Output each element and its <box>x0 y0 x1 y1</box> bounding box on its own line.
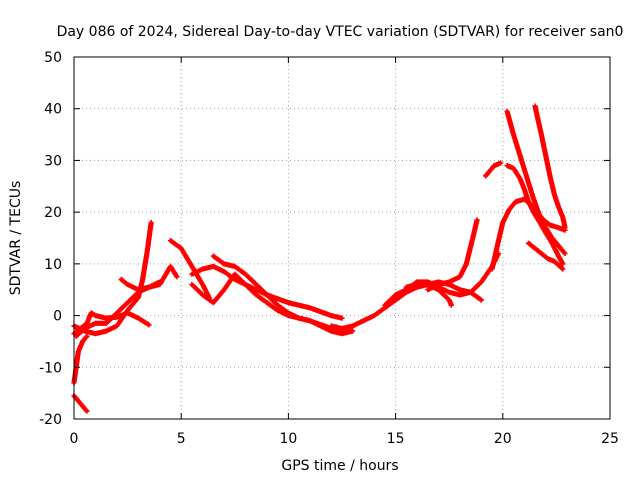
x-tick-label: 25 <box>601 431 619 447</box>
plot-frame <box>73 56 611 420</box>
data-point-markers <box>504 163 566 267</box>
series-arc-12 <box>382 250 502 308</box>
data-point-markers <box>504 108 568 257</box>
x-tick-labels: 0 5 10 15 20 25 <box>70 431 619 447</box>
data-point-markers <box>425 217 480 293</box>
series-arc-16 <box>504 108 568 257</box>
y-tick-label: 10 <box>44 257 62 273</box>
y-tick-label: 0 <box>53 309 62 325</box>
series-arc-10 <box>210 253 356 337</box>
y-tick-labels: -20 -10 0 10 20 30 40 50 <box>39 50 62 428</box>
y-tick-label: -20 <box>39 412 62 428</box>
grid-lines <box>74 57 610 419</box>
data-point-markers <box>73 263 180 339</box>
x-tick-label: 10 <box>279 431 297 447</box>
data-point-markers <box>525 240 566 272</box>
x-tick-label: 5 <box>177 431 186 447</box>
series-arc-14 <box>425 217 480 293</box>
y-tick-label: 40 <box>44 102 62 118</box>
data-point-markers <box>483 160 504 179</box>
y-tick-label: 20 <box>44 205 62 221</box>
x-tick-label: 20 <box>494 431 512 447</box>
y-axis-label: SDTVAR / TECUs <box>8 181 24 296</box>
y-tick-label: 50 <box>44 50 62 66</box>
series-arc-5 <box>73 263 180 339</box>
series-arc-19 <box>489 196 568 272</box>
x-tick-label: 15 <box>387 431 405 447</box>
series-arc-20 <box>525 240 566 272</box>
series-arc-6 <box>118 276 163 293</box>
axis-ticks <box>73 56 611 420</box>
x-tick-label: 0 <box>70 431 79 447</box>
series-arc-17 <box>532 103 568 231</box>
data-point-markers <box>532 103 568 231</box>
series-arc-18 <box>504 163 566 267</box>
chart-title: Day 086 of 2024, Sidereal Day-to-day VTE… <box>57 24 624 40</box>
data-point-markers <box>210 253 356 337</box>
data-point-markers <box>382 250 502 308</box>
data-points <box>71 103 568 414</box>
y-tick-label: -10 <box>39 360 62 376</box>
x-axis-label: GPS time / hours <box>281 458 398 474</box>
data-point-markers <box>489 196 568 272</box>
data-point-markers <box>118 276 163 293</box>
y-tick-label: 30 <box>44 153 62 169</box>
series-arc-15 <box>483 160 504 179</box>
